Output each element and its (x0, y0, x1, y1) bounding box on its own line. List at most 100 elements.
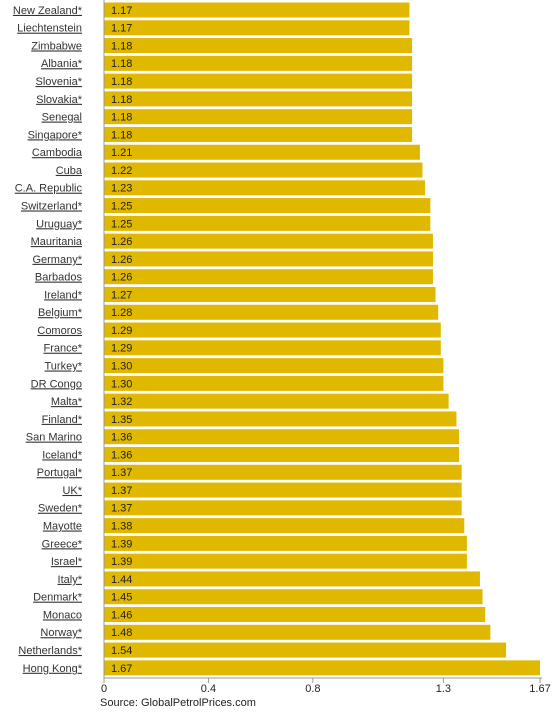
category-label[interactable]: France* (43, 343, 82, 355)
bar (104, 251, 433, 267)
category-label[interactable]: Barbados (35, 272, 83, 284)
bar (104, 180, 426, 196)
value-label: 1.23 (111, 183, 132, 195)
bar (104, 571, 480, 587)
category-label[interactable]: Zimbabwe (31, 40, 82, 52)
bar (104, 20, 410, 36)
bar (104, 215, 431, 231)
bar (104, 500, 462, 516)
value-label: 1.37 (111, 467, 132, 479)
category-label[interactable]: Norway* (40, 627, 82, 639)
value-label: 1.29 (111, 325, 132, 337)
value-label: 1.29 (111, 343, 132, 355)
category-label[interactable]: Singapore* (28, 129, 83, 141)
bar (104, 286, 436, 302)
category-label[interactable]: Mayotte (43, 521, 82, 533)
value-label: 1.26 (111, 272, 132, 284)
category-label[interactable]: C.A. Republic (15, 183, 83, 195)
value-label: 1.18 (111, 40, 132, 52)
category-label[interactable]: Mauritania (31, 236, 83, 248)
category-label[interactable]: Liechtenstein (17, 23, 82, 35)
bar (104, 660, 540, 676)
value-label: 1.38 (111, 521, 132, 533)
category-label[interactable]: Switzerland* (21, 200, 83, 212)
value-label: 1.22 (111, 165, 132, 177)
bar (104, 269, 433, 285)
category-label[interactable]: Slovakia* (36, 94, 83, 106)
value-label: 1.32 (111, 396, 132, 408)
bar (104, 109, 413, 125)
x-tick-label: 0 (101, 683, 107, 695)
value-label: 1.37 (111, 503, 132, 515)
bar (104, 375, 444, 391)
category-label[interactable]: New Zealand* (13, 5, 83, 17)
value-label: 1.35 (111, 414, 132, 426)
value-label: 1.25 (111, 218, 132, 230)
x-tick-label: 1.67 (529, 683, 550, 695)
value-label: 1.36 (111, 432, 132, 444)
category-label[interactable]: Ireland* (44, 289, 83, 301)
category-label[interactable]: Netherlands* (18, 645, 82, 657)
x-tick-label: 0.4 (201, 683, 216, 695)
category-label[interactable]: Germany* (32, 254, 82, 266)
bar (104, 624, 491, 640)
value-label: 1.46 (111, 609, 132, 621)
bar (104, 2, 410, 18)
value-label: 1.30 (111, 378, 132, 390)
bar (104, 144, 420, 160)
bar (104, 55, 413, 71)
category-label[interactable]: Italy* (58, 574, 83, 586)
bar (104, 126, 413, 142)
bar (104, 393, 449, 409)
category-label[interactable]: Malta* (51, 396, 83, 408)
category-label[interactable]: Turkey* (45, 361, 83, 373)
value-label: 1.27 (111, 289, 132, 301)
category-label[interactable]: San Marino (26, 432, 82, 444)
category-label[interactable]: Cuba (56, 165, 83, 177)
value-label: 1.39 (111, 556, 132, 568)
bar (104, 518, 465, 534)
bar (104, 589, 483, 605)
value-label: 1.28 (111, 307, 132, 319)
bar (104, 447, 460, 462)
bar (104, 38, 413, 54)
value-label: 1.18 (111, 112, 132, 124)
bar (104, 535, 467, 551)
bar (104, 411, 457, 427)
category-label[interactable]: Iceland* (42, 449, 82, 461)
bar (104, 607, 486, 623)
category-label[interactable]: UK* (62, 485, 82, 497)
value-label: 1.67 (111, 663, 132, 675)
category-label[interactable]: Senegal (42, 112, 82, 124)
category-label[interactable]: DR Congo (31, 378, 82, 390)
x-tick-label: 0.8 (305, 683, 320, 695)
value-label: 1.45 (111, 592, 132, 604)
category-label[interactable]: Monaco (43, 609, 82, 621)
category-label[interactable]: Finland* (42, 414, 83, 426)
category-label[interactable]: Albania* (41, 58, 83, 70)
value-label: 1.30 (111, 361, 132, 373)
category-label[interactable]: Hong Kong* (23, 663, 83, 675)
category-label[interactable]: Comoros (37, 325, 82, 337)
bar (104, 73, 413, 89)
category-label[interactable]: Greece* (42, 538, 83, 550)
category-label[interactable]: Portugal* (37, 467, 83, 479)
value-label: 1.25 (111, 200, 132, 212)
bar (104, 429, 460, 445)
bar (104, 358, 444, 374)
value-label: 1.39 (111, 538, 132, 550)
category-label[interactable]: Cambodia (32, 147, 83, 159)
category-label[interactable]: Belgium* (38, 307, 83, 319)
category-label[interactable]: Israel* (51, 556, 83, 568)
bar (104, 553, 467, 569)
category-label[interactable]: Sweden* (38, 503, 83, 515)
category-label[interactable]: Denmark* (33, 592, 83, 604)
bar (104, 304, 439, 320)
category-label[interactable]: Uruguay* (36, 218, 83, 230)
value-label: 1.54 (111, 645, 132, 657)
bar (104, 233, 433, 249)
bar (104, 642, 507, 658)
value-label: 1.18 (111, 58, 132, 70)
x-tick-label: 1.3 (436, 683, 451, 695)
category-label[interactable]: Slovenia* (36, 76, 83, 88)
